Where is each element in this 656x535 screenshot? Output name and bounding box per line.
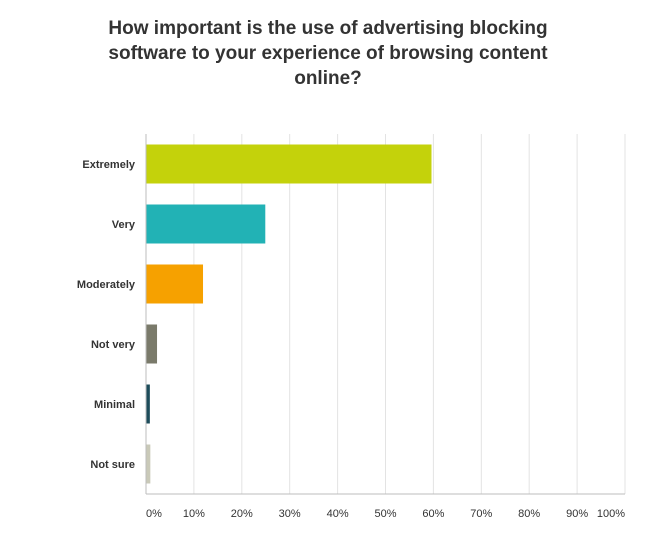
bar-minimal (146, 384, 150, 424)
category-label-moderately: Moderately (77, 279, 136, 291)
chart-title: How important is the use of advertising … (108, 18, 548, 89)
x-tick-label-90: 90% (566, 508, 588, 520)
x-tick-label-50: 50% (374, 508, 396, 520)
x-tick-label-70: 70% (470, 508, 492, 520)
category-label-not-sure: Not sure (90, 459, 135, 471)
bar-not-very (146, 324, 158, 364)
bar-very (146, 204, 266, 244)
category-label-not-very: Not very (91, 339, 136, 351)
x-tick-label-40: 40% (327, 508, 349, 520)
x-tick-label-80: 80% (518, 508, 540, 520)
x-tick-label-60: 60% (422, 508, 444, 520)
category-label-extremely: Extremely (82, 159, 135, 171)
x-tick-label-20: 20% (231, 508, 253, 520)
x-tick-label-100: 100% (597, 508, 625, 520)
bar-moderately (146, 264, 204, 304)
bar-not-sure (146, 444, 151, 484)
x-tick-label-0: 0% (146, 508, 162, 520)
category-label-minimal: Minimal (94, 399, 135, 411)
bar-extremely (146, 144, 432, 184)
category-label-very: Very (112, 219, 136, 231)
x-tick-label-10: 10% (183, 508, 205, 520)
x-tick-label-30: 30% (279, 508, 301, 520)
